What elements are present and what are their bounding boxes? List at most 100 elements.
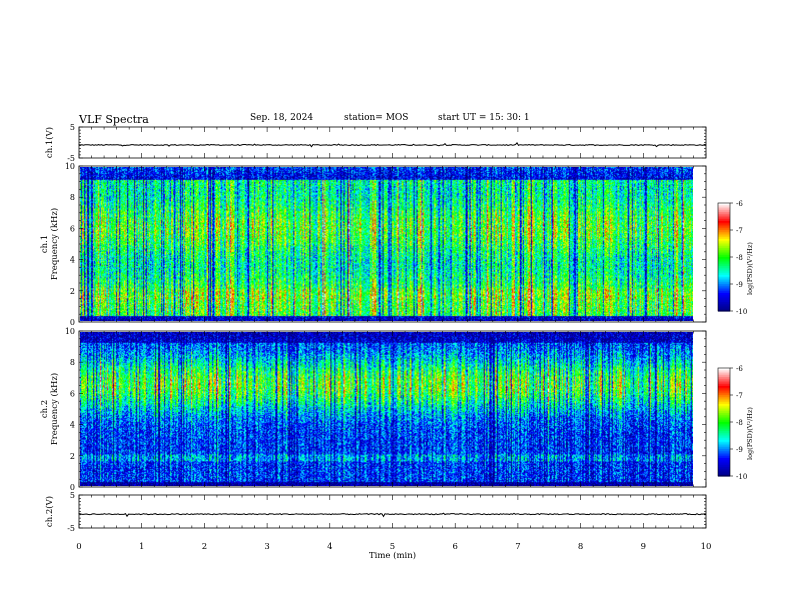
colorbar-cell (718, 291, 730, 294)
colorbar-cell (718, 450, 730, 454)
colorbar-cell (718, 405, 730, 409)
y-axis-label: Frequency (kHz) (49, 208, 60, 280)
colorbar-label: log(PSD)(V²/Hz) (746, 407, 754, 460)
colorbar-cell (718, 260, 730, 263)
colorbar-cell (718, 371, 730, 374)
colorbar-cell (718, 296, 730, 299)
colorbar-cell (718, 226, 730, 229)
colorbar-cell (718, 382, 730, 385)
colorbar-cell (718, 438, 730, 441)
colorbar-cell (718, 387, 730, 391)
colorbar-cell (718, 221, 730, 224)
colorbar-cell (718, 246, 730, 249)
colorbar-cell (718, 465, 730, 468)
colorbar-tick-label: -10 (736, 473, 747, 481)
y-tick-label: 8 (70, 358, 75, 367)
colorbar-cell (718, 262, 730, 265)
colorbar-cell (718, 467, 730, 470)
colorbar-cell (718, 440, 730, 443)
y-tick-label: 6 (70, 389, 75, 398)
colorbar-cell (718, 404, 730, 407)
y-axis-label: ch.1(V) (44, 127, 55, 158)
colorbar-cell (718, 386, 730, 389)
colorbar-cell (718, 276, 730, 280)
colorbar-cell (718, 215, 730, 218)
colorbar-cell (718, 212, 730, 215)
spectrogram-ch1-colorbar: -6 -7 -8 -9 -10 log(PSD)(V²/Hz) (717, 200, 754, 316)
colorbar-cell (718, 452, 730, 455)
colorbar-cell (718, 213, 730, 217)
colorbar-cell (718, 303, 730, 307)
colorbar-cell (718, 432, 730, 436)
colorbar-cell (718, 210, 730, 213)
colorbar-cell (718, 257, 730, 260)
colorbar-cell (718, 418, 730, 421)
colorbar-cell (718, 429, 730, 432)
colorbar-cell (718, 222, 730, 226)
colorbar-cell (718, 422, 730, 425)
y-tick-label: 2 (70, 287, 75, 296)
colorbar-cell (718, 413, 730, 416)
x-axis-label: Time (min) (369, 550, 416, 561)
colorbar-cell (718, 240, 730, 244)
colorbar-cell (718, 436, 730, 439)
spectrogram-ch1: -6 -7 -8 -9 -10 log(PSD)(V²/Hz) 0 2 4 6 8 10 ch.1 Fre… (40, 162, 754, 327)
spectrogram-ch1-image (80, 167, 693, 321)
colorbar-cell (718, 441, 730, 445)
colorbar-cell (718, 224, 730, 227)
colorbar-cell (718, 449, 730, 452)
colorbar-cell (718, 273, 730, 276)
colorbar-cell (718, 293, 730, 296)
colorbar-cell (718, 425, 730, 428)
colorbar-label: log(PSD)(V²/Hz) (746, 242, 754, 295)
x-tick-label: 6 (452, 542, 457, 552)
colorbar-cell (718, 398, 730, 401)
colorbar-cell (718, 423, 730, 427)
colorbar-tick-label: -6 (736, 200, 743, 208)
colorbar-cell (718, 219, 730, 222)
colorbar-cell (718, 420, 730, 423)
colorbar-cell (718, 284, 730, 287)
x-tick-label: 5 (390, 542, 395, 552)
colorbar-cell (718, 217, 730, 220)
colorbar-cell (718, 264, 730, 267)
colorbar-cell (718, 443, 730, 446)
colorbar-cell (718, 454, 730, 457)
colorbar-tick-label: -7 (736, 392, 743, 400)
colorbar-cell (718, 459, 730, 463)
colorbar-cell (718, 300, 730, 303)
x-tick-label: 3 (264, 542, 269, 552)
x-tick-label: 9 (641, 542, 646, 552)
colorbar-cell (718, 474, 730, 477)
colorbar-cell (718, 416, 730, 419)
colorbar-cell (718, 278, 730, 281)
colorbar-cell (718, 411, 730, 414)
colorbar-cell (718, 395, 730, 398)
y-tick-label: -5 (67, 154, 75, 163)
colorbar-cell (718, 289, 730, 292)
colorbar-cell (718, 445, 730, 448)
x-tick-label: 10 (701, 542, 712, 552)
x-axis: 0 1 2 3 4 5 6 7 8 9 10 Time (min) (76, 542, 711, 561)
colorbar-cell (718, 285, 730, 289)
colorbar-cell (718, 231, 730, 235)
colorbar-cell (718, 307, 730, 310)
colorbar-cell (718, 251, 730, 254)
colorbar-cell (718, 400, 730, 403)
y-tick-label: 8 (70, 193, 75, 202)
colorbar-tick-label: -6 (736, 365, 743, 373)
colorbar-tick-label: -8 (736, 419, 743, 427)
colorbar-tick-label: -9 (736, 446, 743, 454)
date-label: Sep. 18, 2024 (250, 113, 314, 123)
x-tick-label: 1 (139, 542, 144, 552)
colorbar-cell (718, 472, 730, 475)
colorbar-cell (718, 369, 730, 373)
y-tick-label: 5 (70, 491, 75, 500)
colorbar-cell (718, 309, 730, 312)
y-tick-label: 6 (70, 224, 75, 233)
colorbar-cell (718, 228, 730, 231)
colorbar-cell (718, 456, 730, 459)
x-tick-label: 4 (327, 542, 332, 552)
colorbar-cell (718, 203, 730, 206)
y-axis-label: ch.1 (40, 235, 50, 253)
